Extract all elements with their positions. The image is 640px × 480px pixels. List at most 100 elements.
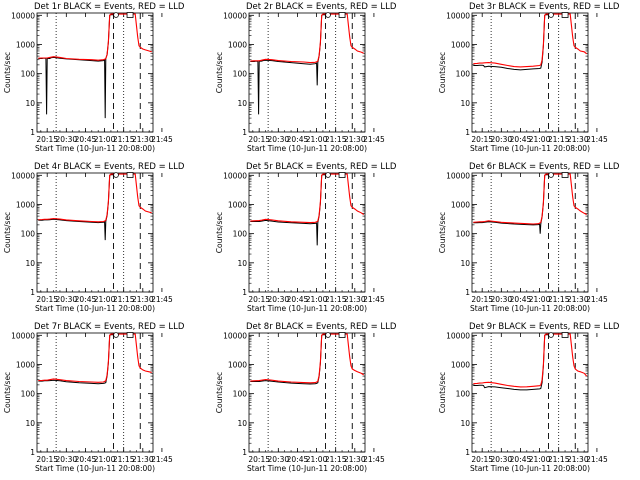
square-marker <box>126 172 134 178</box>
x-tick-label: 21:00 <box>94 135 116 144</box>
y-tick-label: 1 <box>465 128 470 137</box>
y-tick-label: 100 <box>233 230 248 239</box>
series-events <box>38 14 115 119</box>
square-marker <box>338 332 346 338</box>
circle-marker <box>325 12 331 18</box>
panel-title: Det 5r BLACK = Events, RED = LLD <box>246 162 397 172</box>
x-tick-label: 20:30 <box>491 295 513 304</box>
x-tick-label: 21:00 <box>529 455 551 464</box>
plot-frame <box>248 172 366 293</box>
y-tick-label: 10 <box>237 99 247 108</box>
x-tick-label: 21:15 <box>548 295 570 304</box>
y-tick-label: 1 <box>242 448 247 457</box>
x-tick-label: 21:00 <box>94 295 116 304</box>
y-tick-label: 10 <box>237 419 247 428</box>
y-tick-label: 10 <box>25 99 35 108</box>
series-lld <box>473 13 588 68</box>
y-axis-label: Counts/sec <box>438 212 447 253</box>
y-tick-label: 100 <box>456 390 471 399</box>
y-tick-label: 1000 <box>451 360 470 369</box>
x-tick-label: 21:30 <box>567 295 589 304</box>
series-lld <box>250 333 364 384</box>
panel-4: Det 4r BLACK = Events, RED = LLD 1 10 100 10… <box>3 162 185 313</box>
y-tick-label: 10 <box>460 259 470 268</box>
panel-3: Det 3r BLACK = Events, RED = LLD 1 10 100 10… <box>438 2 620 153</box>
panel-title: Det 4r BLACK = Events, RED = LLD <box>34 162 185 172</box>
circle-marker <box>548 12 554 18</box>
panel-6: Det 6r BLACK = Events, RED = LLD 1 10 100 10… <box>438 162 620 313</box>
panel-title: Det 1r BLACK = Events, RED = LLD <box>34 2 185 12</box>
y-tick-label: 10000 <box>223 11 247 20</box>
square-marker <box>561 172 569 178</box>
y-tick-label: 10000 <box>446 331 470 340</box>
series-lld <box>250 13 364 64</box>
x-tick-label: 21:30 <box>567 455 589 464</box>
plot-frame <box>471 332 589 453</box>
x-tick-label: 21:15 <box>325 295 347 304</box>
x-tick-label: 21:45 <box>151 295 173 304</box>
square-marker <box>126 12 134 18</box>
x-tick-label: 20:15 <box>471 295 493 304</box>
x-axis-label: Start Time (10-Jun-11 20:08:00) <box>35 304 155 313</box>
x-tick-label: 20:30 <box>491 455 513 464</box>
y-tick-label: 1000 <box>451 200 470 209</box>
y-tick-label: 10000 <box>446 11 470 20</box>
x-tick-label: 20:45 <box>287 455 309 464</box>
x-tick-label: 20:15 <box>471 455 493 464</box>
series-lld <box>38 13 152 61</box>
panel-title: Det 9r BLACK = Events, RED = LLD <box>469 322 620 332</box>
y-axis-label: Counts/sec <box>438 52 447 93</box>
x-tick-label: 20:15 <box>471 135 493 144</box>
x-tick-label: 20:45 <box>510 135 532 144</box>
x-tick-label: 20:45 <box>75 455 97 464</box>
x-tick-label: 20:15 <box>36 135 58 144</box>
x-tick-label: 21:15 <box>325 455 347 464</box>
circle-marker <box>325 332 331 338</box>
x-tick-label: 21:30 <box>344 295 366 304</box>
y-tick-label: 1000 <box>16 200 35 209</box>
panel-title: Det 6r BLACK = Events, RED = LLD <box>469 162 620 172</box>
circle-marker <box>113 12 119 18</box>
y-tick-label: 1 <box>465 448 470 457</box>
panel-2: Det 2r BLACK = Events, RED = LLD 1 10 100 10… <box>215 2 397 153</box>
y-tick-label: 100 <box>21 70 36 79</box>
circle-marker <box>548 332 554 338</box>
x-axis-label: Start Time (10-Jun-11 20:08:00) <box>470 144 590 153</box>
x-tick-label: 21:45 <box>151 455 173 464</box>
y-tick-label: 10000 <box>11 11 35 20</box>
plot-frame <box>248 12 366 133</box>
y-axis-label: Counts/sec <box>215 212 224 253</box>
square-marker <box>561 332 569 338</box>
x-tick-label: 20:45 <box>287 135 309 144</box>
x-tick-label: 20:15 <box>248 295 270 304</box>
y-tick-label: 1 <box>242 128 247 137</box>
x-tick-label: 20:15 <box>248 455 270 464</box>
series-events <box>250 334 327 385</box>
y-axis-label: Counts/sec <box>3 372 12 413</box>
x-tick-label: 20:30 <box>268 135 290 144</box>
x-tick-label: 20:45 <box>75 295 97 304</box>
x-tick-label: 20:30 <box>56 135 78 144</box>
square-marker <box>126 332 134 338</box>
x-axis-label: Start Time (10-Jun-11 20:08:00) <box>247 464 367 473</box>
circle-marker <box>325 172 331 178</box>
x-tick-label: 21:00 <box>306 135 328 144</box>
y-axis-label: Counts/sec <box>215 52 224 93</box>
y-tick-label: 1 <box>30 448 35 457</box>
x-tick-label: 20:30 <box>268 455 290 464</box>
x-tick-label: 20:45 <box>287 295 309 304</box>
x-tick-label: 20:45 <box>510 295 532 304</box>
series-events <box>473 14 550 71</box>
x-tick-label: 20:30 <box>56 455 78 464</box>
y-tick-label: 10000 <box>223 171 247 180</box>
y-axis-label: Counts/sec <box>3 52 12 93</box>
x-tick-label: 21:30 <box>344 455 366 464</box>
y-tick-label: 1000 <box>451 40 470 49</box>
y-axis-label: Counts/sec <box>3 212 12 253</box>
series-lld <box>38 333 152 383</box>
series-lld <box>250 173 365 224</box>
x-tick-label: 21:15 <box>113 295 135 304</box>
series-events <box>473 334 550 391</box>
square-marker <box>338 172 346 178</box>
